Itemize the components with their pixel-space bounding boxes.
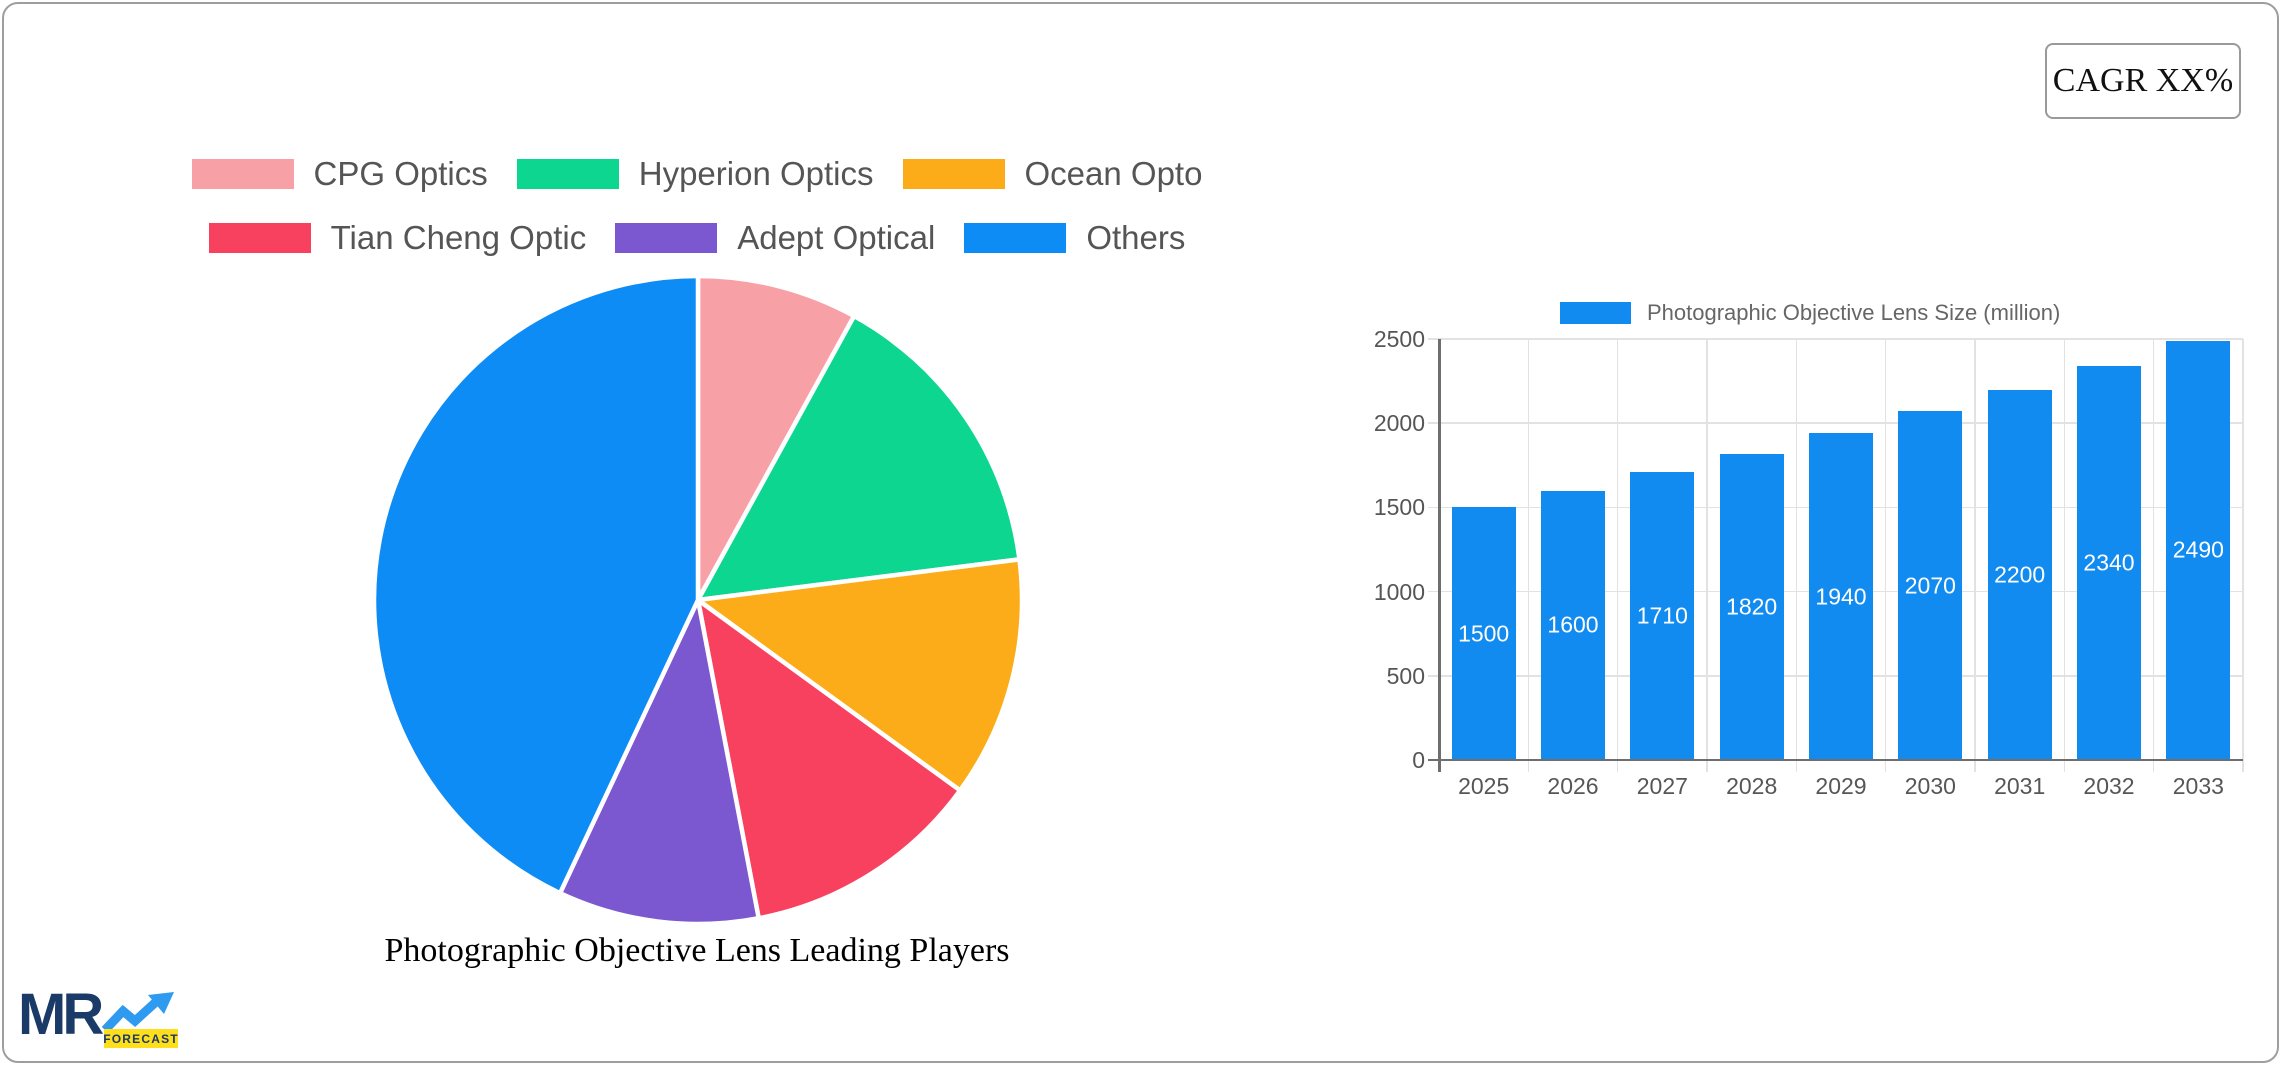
pie-legend-row: Tian Cheng Optic Adept Optical Others — [208, 219, 1185, 257]
bar-plot-area: 1500 2025 1600 2026 1710 2027 1820 2028 1940 2029… — [1428, 338, 2244, 799]
legend-swatch-hyperion-optics — [516, 159, 619, 189]
legend-label: Ocean Opto — [1024, 155, 1203, 192]
bar-value-label: 1940 — [1815, 583, 1867, 610]
x-axis-line — [1428, 758, 2243, 761]
y-axis-tick-1500: 1500 — [1373, 494, 1425, 521]
bar-value-label: 1710 — [1636, 602, 1688, 629]
pie-slice-tian-cheng-optic — [694, 594, 964, 921]
y-axis-tick-0: 0 — [1412, 747, 1425, 773]
gridline-y-2500 — [1428, 338, 2243, 340]
gridline-x-6 — [1974, 339, 1976, 772]
y-axis-tick-2500: 2500 — [1373, 326, 1425, 352]
bar-value-label: 2340 — [2083, 549, 2135, 576]
bar-2028: 1820 — [1719, 453, 1784, 760]
x-axis-tick-2029: 2029 — [1815, 773, 1867, 799]
pie-legend-row: CPG Optics Hyperion Optics Ocean Opto — [191, 155, 1203, 193]
legend-swatch-adept-optical — [615, 223, 718, 253]
x-axis-tick-2030: 2030 — [1904, 773, 1956, 799]
bar-legend: Photographic Objective Lens Size (millio… — [1560, 300, 2060, 326]
bar-2030: 2070 — [1898, 411, 1963, 760]
x-axis-tick-2031: 2031 — [1994, 773, 2046, 799]
pie-slice-others — [371, 273, 701, 897]
x-axis-tick-2025: 2025 — [1458, 773, 1510, 799]
gridline-x-3 — [1706, 339, 1708, 772]
pie-slice-adept-optical — [557, 592, 762, 927]
x-axis-tick-2028: 2028 — [1726, 773, 1778, 799]
bar-value-label: 1820 — [1726, 593, 1778, 620]
bar-legend-label: Photographic Objective Lens Size (millio… — [1647, 300, 2061, 325]
gridline-x-4 — [1795, 339, 1798, 772]
legend-item-adept-optical: Adept Optical — [615, 219, 935, 257]
bar-value-label: 1600 — [1547, 611, 1599, 638]
trend-arrow-icon — [102, 992, 174, 1034]
gridline-x-2 — [1616, 339, 1619, 772]
bar-value-label: 2490 — [2172, 536, 2224, 563]
legend-label: Hyperion Optics — [638, 155, 874, 192]
pie-chart — [371, 273, 1025, 927]
legend-swatch-tian-cheng-optic — [208, 223, 311, 253]
pie-legend: CPG Optics Hyperion Optics Ocean Opto Tian … — [0, 155, 1394, 257]
pie-slice-hyperion-optics — [693, 313, 1022, 603]
legend-item-hyperion-optics: Hyperion Optics — [516, 155, 874, 193]
gridline-x-5 — [1884, 339, 1887, 772]
legend-swatch-ocean-opto — [902, 159, 1005, 189]
gridline-x-8 — [2152, 339, 2155, 772]
gridline-x-7 — [2063, 339, 2066, 772]
pie-slice-cpg-optics — [695, 273, 858, 602]
legend-label: Others — [1086, 219, 1186, 256]
bar-2025: 1500 — [1451, 507, 1516, 760]
x-axis-tick-2026: 2026 — [1547, 773, 1599, 799]
bar-2033: 2490 — [2166, 340, 2231, 760]
bar-2027: 1710 — [1630, 472, 1695, 760]
bar-value-label: 2200 — [1994, 561, 2046, 588]
bar-value-label: 2070 — [1904, 572, 1956, 599]
cagr-label: CAGR XX% — [2052, 62, 2234, 99]
gridline-x-1 — [1527, 339, 1530, 772]
x-axis-tick-2032: 2032 — [2083, 773, 2135, 799]
y-axis-tick-1000: 1000 — [1373, 578, 1425, 605]
legend-item-ocean-opto: Ocean Opto — [902, 155, 1203, 193]
legend-swatch-others — [964, 223, 1067, 253]
bar-value-label: 1500 — [1458, 620, 1510, 647]
legend-label: Adept Optical — [737, 219, 936, 256]
legend-item-tian-cheng-optic: Tian Cheng Optic — [208, 219, 587, 257]
y-axis-tick-2000: 2000 — [1373, 410, 1425, 437]
y-axis-tick-500: 500 — [1386, 662, 1425, 689]
legend-swatch-cpg-optics — [191, 159, 294, 189]
logo-mr-text: MR — [18, 982, 104, 1047]
logo-forecast-badge: FORECAST — [103, 1029, 179, 1048]
x-axis-tick-2033: 2033 — [2172, 773, 2224, 799]
bar-2026: 1600 — [1541, 490, 1605, 760]
bar-2029: 1940 — [1809, 433, 1873, 760]
bar-2031: 2200 — [1987, 389, 2052, 760]
y-axis-line — [1438, 339, 1441, 772]
legend-label: CPG Optics — [313, 155, 488, 192]
x-axis-tick-2027: 2027 — [1636, 773, 1688, 799]
cagr-box: CAGR XX% — [2045, 43, 2241, 119]
legend-item-others: Others — [964, 219, 1185, 257]
mr-forecast-logo: MR FORECAST — [18, 986, 188, 1052]
bar-legend-swatch — [1560, 302, 1631, 324]
legend-label: Tian Cheng Optic — [330, 219, 587, 256]
gridline-x-9 — [2242, 339, 2244, 772]
pie-title: Photographic Objective Lens Leading Play… — [384, 932, 1010, 969]
gridline-y-2000 — [1428, 422, 2243, 424]
pie-slice-ocean-opto — [692, 556, 1025, 794]
bar-2032: 2340 — [2077, 365, 2141, 760]
logo-forecast-text: FORECAST — [103, 1031, 179, 1046]
legend-item-cpg-optics: CPG Optics — [191, 155, 488, 193]
